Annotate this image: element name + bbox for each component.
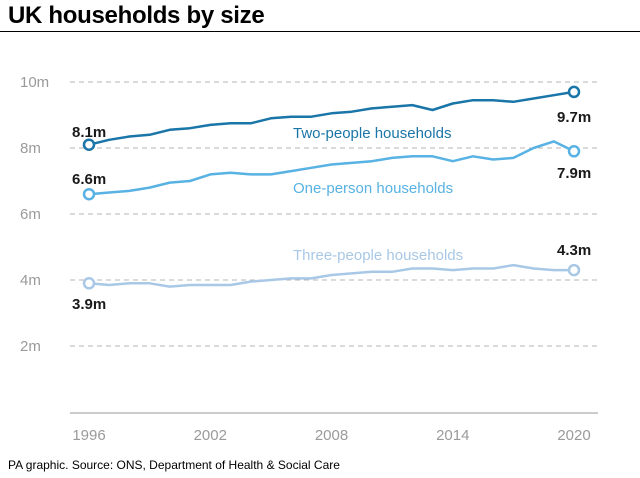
y-tick-label: 4m bbox=[20, 272, 41, 289]
series-line-1 bbox=[87, 140, 576, 196]
start-marker bbox=[82, 277, 96, 290]
start-value-label: 3.9m bbox=[72, 296, 106, 313]
x-tick-label: 2008 bbox=[315, 427, 348, 444]
series-name-label: Three-people households bbox=[293, 247, 463, 264]
start-value-label: 6.6m bbox=[72, 171, 106, 188]
start-value-label: 8.1m bbox=[72, 124, 106, 141]
series-name-label: One-person households bbox=[293, 180, 453, 197]
x-tick-label: 2014 bbox=[436, 427, 469, 444]
end-value-label: 7.9m bbox=[557, 165, 591, 182]
end-value-label: 9.7m bbox=[557, 109, 591, 126]
end-value-label: 4.3m bbox=[557, 242, 591, 259]
chart-title: UK households by size bbox=[8, 2, 265, 29]
x-tick-label: 1996 bbox=[72, 427, 105, 444]
y-tick-label: 8m bbox=[20, 140, 41, 157]
x-tick-label: 2020 bbox=[557, 427, 590, 444]
end-marker bbox=[567, 263, 581, 277]
start-marker bbox=[82, 138, 96, 151]
title-rule bbox=[0, 31, 640, 32]
y-tick-label: 10m bbox=[20, 74, 49, 91]
x-tick-label: 2002 bbox=[194, 427, 227, 444]
start-marker bbox=[82, 187, 96, 201]
end-marker bbox=[567, 85, 581, 99]
end-marker bbox=[567, 145, 581, 158]
series-name-label: Two-people households bbox=[293, 125, 451, 142]
y-tick-label: 6m bbox=[20, 206, 41, 223]
series-line-2 bbox=[87, 263, 576, 288]
source-note: PA graphic. Source: ONS, Department of H… bbox=[8, 458, 340, 472]
y-tick-label: 2m bbox=[20, 338, 41, 355]
series-line-0 bbox=[87, 90, 576, 146]
